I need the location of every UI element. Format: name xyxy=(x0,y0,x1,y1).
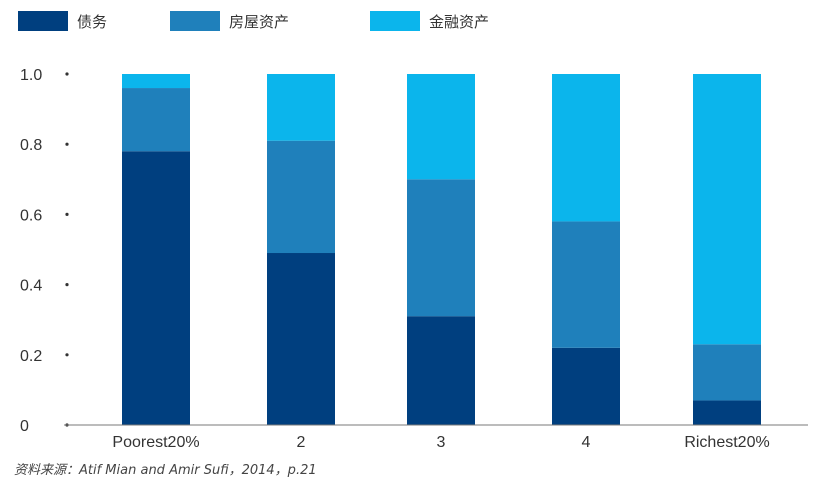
bar-segment xyxy=(693,344,761,401)
source-note: 资料来源：Atif Mian and Amir Sufi，2014，p.21 xyxy=(14,463,317,478)
bar-segment xyxy=(693,74,761,345)
chart-legend: 债务 房屋资产 金融资产 xyxy=(18,11,489,31)
bars xyxy=(122,74,761,425)
bar-segment xyxy=(122,74,190,89)
legend-label: 债务 xyxy=(77,13,107,31)
y-tick-mark xyxy=(65,142,69,146)
x-tick-label: 3 xyxy=(437,434,446,451)
y-axis: 0 0.2 0.4 0.6 0.8 1.0 xyxy=(20,67,69,435)
y-tick-label: 0.6 xyxy=(20,207,42,224)
legend-swatch xyxy=(18,11,68,31)
y-tick-label: 0.8 xyxy=(20,137,42,154)
bar-segment xyxy=(267,140,335,254)
y-tick-label: 0.4 xyxy=(20,278,42,295)
x-axis: Poorest20% 2 3 4 Richest20% xyxy=(112,434,769,451)
bar-segment xyxy=(552,347,620,425)
bar-segment xyxy=(267,253,335,425)
y-tick-label: 1.0 xyxy=(20,67,42,84)
bar-segment xyxy=(122,151,190,425)
bar-segment xyxy=(407,74,475,180)
y-tick-label: 0 xyxy=(20,418,29,435)
bar-segment xyxy=(552,221,620,348)
y-tick-mark xyxy=(65,283,69,287)
x-tick-label: 4 xyxy=(582,434,591,451)
y-tick-mark xyxy=(65,353,69,357)
bar-segment xyxy=(122,88,190,152)
bar-segment xyxy=(267,74,335,141)
x-tick-label: Poorest20% xyxy=(112,434,199,451)
bar-segment xyxy=(693,400,761,425)
legend-label: 房屋资产 xyxy=(229,13,289,31)
legend-swatch xyxy=(370,11,420,31)
y-tick-mark xyxy=(65,72,69,76)
legend-label: 金融资产 xyxy=(429,13,489,31)
x-tick-label: 2 xyxy=(297,434,306,451)
bar-segment xyxy=(407,316,475,425)
bar-segment xyxy=(407,179,475,317)
x-tick-label: Richest20% xyxy=(684,434,769,451)
y-tick-mark xyxy=(65,212,69,216)
y-tick-label: 0.2 xyxy=(20,348,42,365)
legend-swatch xyxy=(170,11,220,31)
bar-segment xyxy=(552,74,620,222)
